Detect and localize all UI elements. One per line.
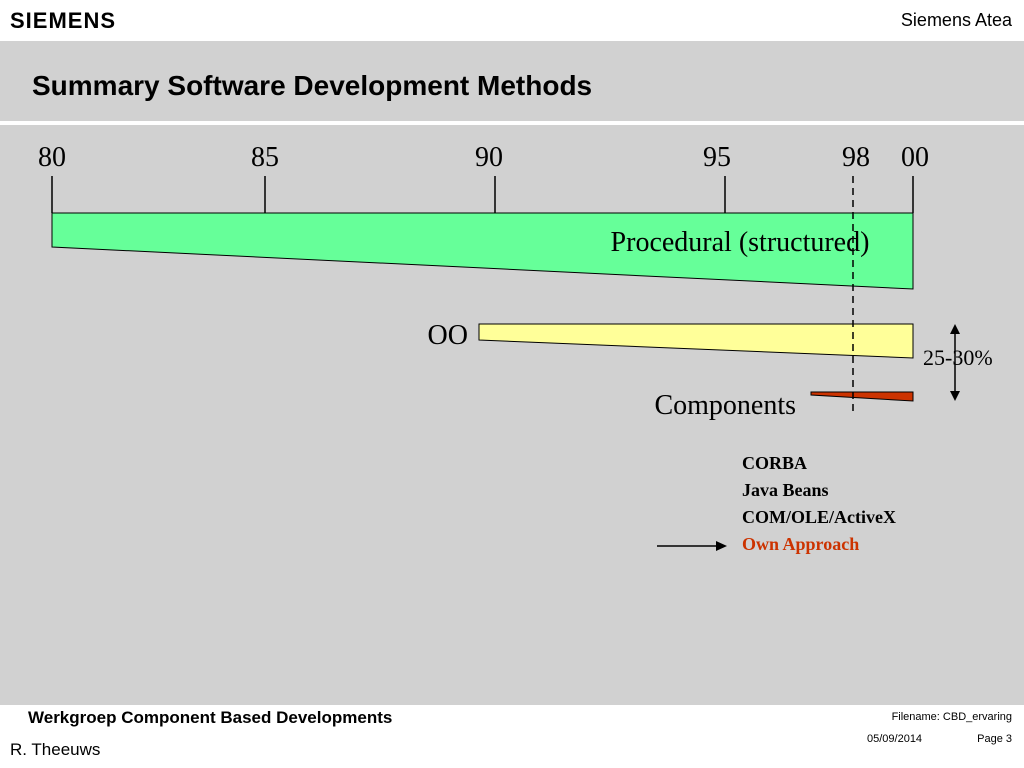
footer-author: R. Theeuws xyxy=(10,740,101,759)
tick-label-85: 85 xyxy=(251,142,279,173)
technology-corba: CORBA xyxy=(742,453,807,473)
footer-filename: Filename: CBD_ervaring xyxy=(891,711,1012,723)
tick-label-95: 95 xyxy=(703,142,731,173)
footer-page-number: Page 3 xyxy=(977,733,1012,745)
oo-label: OO xyxy=(428,320,468,351)
footer-title: Werkgroep Component Based Developments xyxy=(28,708,393,727)
footer-divider xyxy=(0,705,1024,706)
title-separator xyxy=(0,121,1024,125)
components-band xyxy=(810,391,914,402)
technology-own-approach: Own Approach xyxy=(742,534,859,554)
siemens-logo: SIEMENS xyxy=(10,8,117,33)
title-band xyxy=(0,41,1024,121)
tick-label-90: 90 xyxy=(475,142,503,173)
arrow-up-head xyxy=(950,324,960,334)
pointer-arrow-head xyxy=(716,541,727,551)
procedural-label: Procedural (structured) xyxy=(611,227,870,258)
footer-date: 05/09/2014 xyxy=(867,733,923,745)
oo-band xyxy=(478,323,914,359)
technology-java-beans: Java Beans xyxy=(742,480,829,500)
arrow-down-head xyxy=(950,391,960,401)
procedural-band xyxy=(51,212,914,290)
components-label: Components xyxy=(654,390,796,421)
technology-com-ole-activex: COM/OLE/ActiveX xyxy=(742,507,896,527)
page-title: Summary Software Development Methods xyxy=(32,70,593,101)
company-name: Siemens Atea xyxy=(900,10,1012,30)
tick-label-98: 98 xyxy=(842,142,870,173)
range-label: 25-30% xyxy=(923,345,993,370)
tick-label-00: 00 xyxy=(901,142,929,173)
tick-label-80: 80 xyxy=(38,142,66,173)
